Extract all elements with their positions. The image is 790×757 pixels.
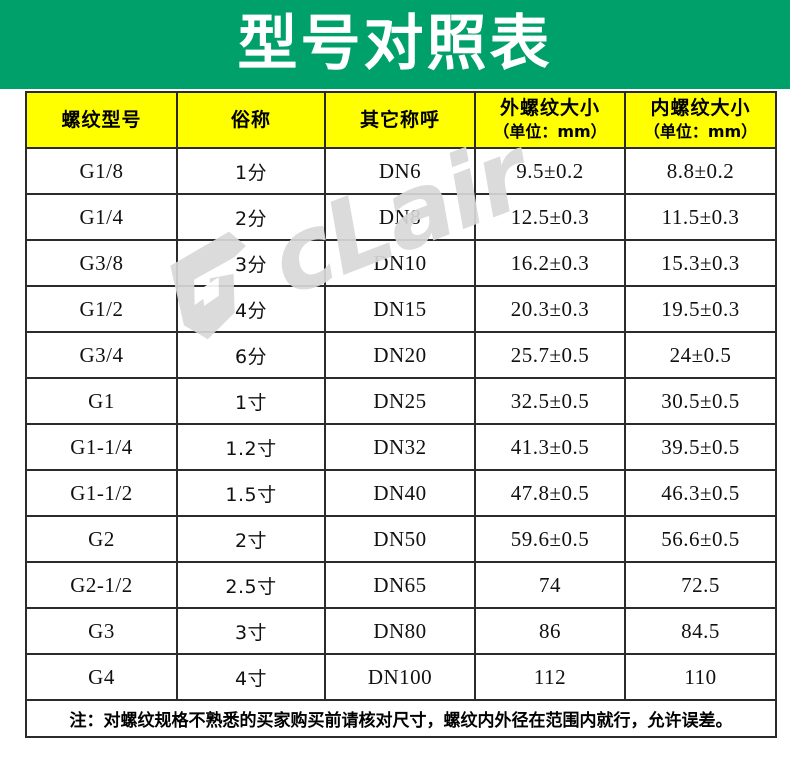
cell-other-name: DN8 [324, 193, 476, 241]
cell-other-name: DN25 [324, 377, 476, 425]
cell-inner-size: 15.3±0.3 [624, 239, 777, 287]
cell-common-name: 4寸 [176, 653, 326, 701]
cell-outer-size: 74 [474, 561, 626, 609]
thread-spec-table: 螺纹型号 俗称 其它称呼 外螺纹大小 （单位：mm） 内螺纹大小 （单位：mm） [25, 91, 777, 738]
cell-outer-size: 112 [474, 653, 626, 701]
cell-outer-size: 9.5±0.2 [474, 147, 626, 195]
column-header-thread-model: 螺纹型号 [25, 91, 178, 149]
table-row: G1 1寸 DN25 32.5±0.5 30.5±0.5 [25, 377, 777, 425]
cell-outer-size: 25.7±0.5 [474, 331, 626, 379]
cell-thread-model: G1-1/2 [25, 469, 178, 517]
cell-common-name: 2分 [176, 193, 326, 241]
table-row: G3/4 6分 DN20 25.7±0.5 24±0.5 [25, 331, 777, 379]
cell-inner-size: 24±0.5 [624, 331, 777, 379]
cell-common-name: 1分 [176, 147, 326, 195]
table-header: 螺纹型号 俗称 其它称呼 外螺纹大小 （单位：mm） 内螺纹大小 （单位：mm） [25, 91, 777, 149]
cell-inner-size: 8.8±0.2 [624, 147, 777, 195]
table-row: G3 3寸 DN80 86 84.5 [25, 607, 777, 655]
table-row: G1/2 4分 DN15 20.3±0.3 19.5±0.3 [25, 285, 777, 333]
cell-outer-size: 41.3±0.5 [474, 423, 626, 471]
cell-inner-size: 84.5 [624, 607, 777, 655]
title-banner: 型号对照表 [0, 0, 790, 89]
cell-common-name: 2寸 [176, 515, 326, 563]
cell-thread-model: G3/8 [25, 239, 178, 287]
cell-thread-model: G1 [25, 377, 178, 425]
cell-inner-size: 72.5 [624, 561, 777, 609]
cell-common-name: 1寸 [176, 377, 326, 425]
table-body: G1/8 1分 DN6 9.5±0.2 8.8±0.2 G1/4 2分 DN8 12.5±0.3… [25, 147, 777, 701]
footer-note: 注：对螺纹规格不熟悉的买家购买前请核对尺寸，螺纹内外径在范围内就行，允许误差。 [25, 699, 777, 738]
cell-outer-size: 12.5±0.3 [474, 193, 626, 241]
cell-inner-size: 39.5±0.5 [624, 423, 777, 471]
cell-inner-size: 46.3±0.5 [624, 469, 777, 517]
cell-inner-size: 19.5±0.3 [624, 285, 777, 333]
cell-common-name: 6分 [176, 331, 326, 379]
cell-other-name: DN80 [324, 607, 476, 655]
cell-other-name: DN20 [324, 331, 476, 379]
table-footer-row: 注：对螺纹规格不熟悉的买家购买前请核对尺寸，螺纹内外径在范围内就行，允许误差。 [25, 699, 777, 738]
cell-inner-size: 30.5±0.5 [624, 377, 777, 425]
cell-thread-model: G1/4 [25, 193, 178, 241]
cell-other-name: DN15 [324, 285, 476, 333]
cell-thread-model: G3 [25, 607, 178, 655]
cell-common-name: 1.5寸 [176, 469, 326, 517]
column-header-common-name: 俗称 [176, 91, 326, 149]
table-row: G1-1/2 1.5寸 DN40 47.8±0.5 46.3±0.5 [25, 469, 777, 517]
cell-other-name: DN10 [324, 239, 476, 287]
cell-outer-size: 32.5±0.5 [474, 377, 626, 425]
table-row: G1/8 1分 DN6 9.5±0.2 8.8±0.2 [25, 147, 777, 195]
cell-thread-model: G1/8 [25, 147, 178, 195]
cell-other-name: DN40 [324, 469, 476, 517]
cell-other-name: DN65 [324, 561, 476, 609]
cell-other-name: DN6 [324, 147, 476, 195]
table-footer: 注：对螺纹规格不熟悉的买家购买前请核对尺寸，螺纹内外径在范围内就行，允许误差。 [25, 699, 777, 738]
table-row: G1/4 2分 DN8 12.5±0.3 11.5±0.3 [25, 193, 777, 241]
table-row: G4 4寸 DN100 112 110 [25, 653, 777, 701]
column-header-other-name: 其它称呼 [324, 91, 476, 149]
cell-common-name: 3寸 [176, 607, 326, 655]
cell-outer-size: 47.8±0.5 [474, 469, 626, 517]
cell-other-name: DN32 [324, 423, 476, 471]
page-title: 型号对照表 [237, 8, 553, 79]
cell-common-name: 1.2寸 [176, 423, 326, 471]
table-row: G3/8 3分 DN10 16.2±0.3 15.3±0.3 [25, 239, 777, 287]
cell-thread-model: G2 [25, 515, 178, 563]
table-row: G1-1/4 1.2寸 DN32 41.3±0.5 39.5±0.5 [25, 423, 777, 471]
cell-common-name: 2.5寸 [176, 561, 326, 609]
table-row: G2 2寸 DN50 59.6±0.5 56.6±0.5 [25, 515, 777, 563]
cell-outer-size: 59.6±0.5 [474, 515, 626, 563]
cell-outer-size: 16.2±0.3 [474, 239, 626, 287]
cell-inner-size: 56.6±0.5 [624, 515, 777, 563]
cell-thread-model: G3/4 [25, 331, 178, 379]
cell-thread-model: G4 [25, 653, 178, 701]
table-row: G2-1/2 2.5寸 DN65 74 72.5 [25, 561, 777, 609]
spec-table-wrapper: 螺纹型号 俗称 其它称呼 外螺纹大小 （单位：mm） 内螺纹大小 （单位：mm） [25, 91, 777, 738]
cell-other-name: DN50 [324, 515, 476, 563]
cell-common-name: 3分 [176, 239, 326, 287]
cell-thread-model: G2-1/2 [25, 561, 178, 609]
column-header-outer-thread-size: 外螺纹大小 （单位：mm） [474, 91, 626, 149]
table-header-row: 螺纹型号 俗称 其它称呼 外螺纹大小 （单位：mm） 内螺纹大小 （单位：mm） [25, 91, 777, 149]
cell-thread-model: G1/2 [25, 285, 178, 333]
cell-common-name: 4分 [176, 285, 326, 333]
cell-outer-size: 86 [474, 607, 626, 655]
cell-outer-size: 20.3±0.3 [474, 285, 626, 333]
cell-other-name: DN100 [324, 653, 476, 701]
column-header-inner-thread-size: 内螺纹大小 （单位：mm） [624, 91, 777, 149]
cell-thread-model: G1-1/4 [25, 423, 178, 471]
cell-inner-size: 110 [624, 653, 777, 701]
cell-inner-size: 11.5±0.3 [624, 193, 777, 241]
